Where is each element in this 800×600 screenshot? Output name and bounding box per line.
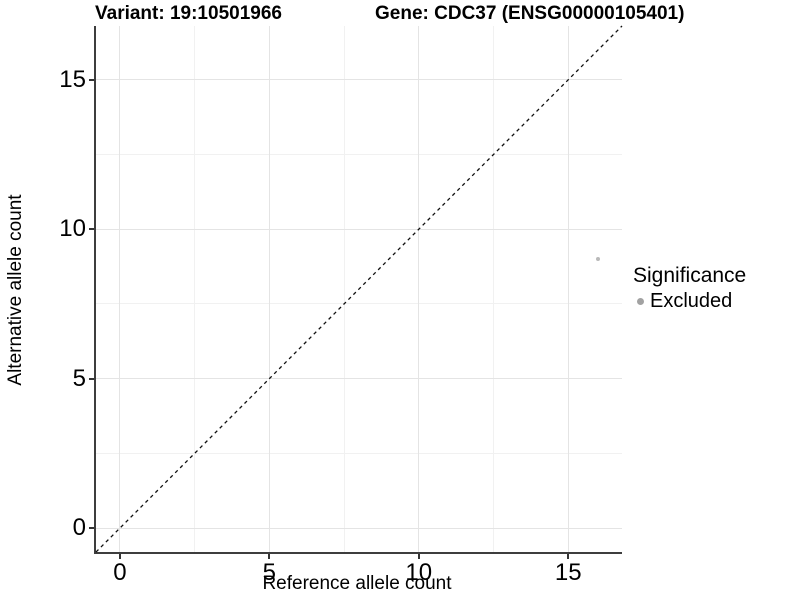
y-major-gridline (96, 228, 622, 230)
y-tick-label: 5 (72, 364, 86, 392)
plot-title-variant: Variant: 19:10501966 (95, 3, 282, 24)
x-major-gridline (268, 26, 270, 552)
legend-title: Significance (633, 264, 747, 287)
x-axis-label: Reference allele count (262, 573, 452, 594)
x-tick-label: 10 (405, 559, 433, 586)
x-tick-mark (417, 554, 420, 559)
y-minor-gridline (96, 303, 622, 305)
y-minor-gridline (96, 452, 622, 454)
y-major-gridline (96, 378, 622, 380)
x-tick-mark (268, 554, 271, 559)
legend-item-label: Excluded (650, 290, 733, 312)
x-major-gridline (119, 26, 121, 552)
identity-line (95, 25, 623, 553)
x-tick-label: 5 (262, 559, 276, 586)
legend: Significance Excluded (633, 264, 746, 313)
x-tick-mark (567, 554, 570, 559)
x-tick-mark (118, 554, 121, 559)
y-tick-label: 0 (72, 514, 86, 542)
y-major-gridline (96, 79, 622, 81)
x-tick-label: 15 (554, 559, 582, 586)
legend-item-excluded: Excluded (637, 290, 746, 313)
y-axis-label: Alternative allele count (5, 194, 26, 386)
plot-title-gene: Gene: CDC37 (ENSG00000105401) (375, 3, 685, 24)
y-tick-mark (89, 228, 94, 231)
x-minor-gridline (492, 26, 494, 552)
y-major-gridline (96, 527, 622, 529)
y-minor-gridline (96, 154, 622, 155)
x-major-gridline (567, 26, 569, 552)
plot-panel (94, 25, 623, 554)
y-tick-label: 10 (59, 215, 86, 243)
y-tick-mark (89, 527, 94, 530)
x-minor-gridline (194, 26, 196, 552)
x-minor-gridline (343, 26, 345, 552)
data-point (596, 257, 601, 262)
x-major-gridline (418, 26, 420, 552)
x-tick-label: 0 (113, 559, 127, 586)
legend-key-dot-icon (637, 298, 644, 305)
y-tick-mark (89, 377, 94, 380)
y-tick-label: 15 (59, 65, 86, 93)
y-tick-mark (89, 78, 94, 81)
